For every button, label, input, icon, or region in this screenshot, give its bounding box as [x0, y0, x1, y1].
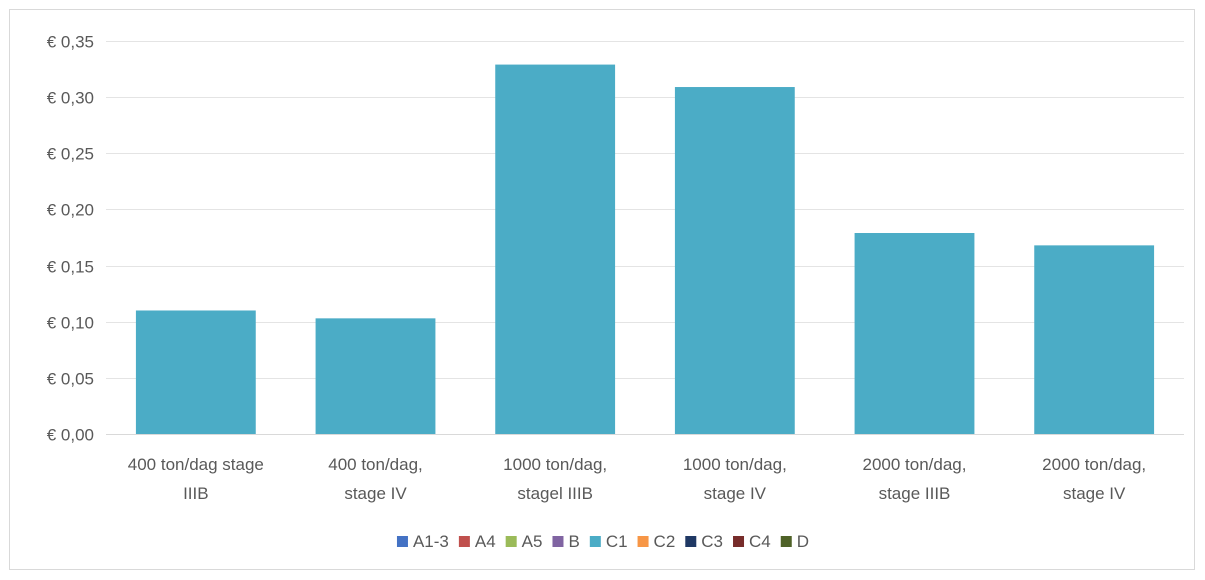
chart-frame: € 0,00 € 0,05 € 0,10 € 0,15 € 0,20 € 0,25 € 0,…	[9, 9, 1195, 570]
legend-swatch	[552, 536, 564, 547]
x-tick-label: stage IV	[344, 484, 407, 503]
bar-c1	[495, 64, 616, 434]
legend-label: C1	[606, 532, 628, 551]
legend-swatch	[637, 536, 649, 547]
y-tick-label: € 0,30	[47, 89, 94, 108]
legend-swatch	[589, 536, 601, 547]
legend-swatch	[780, 536, 792, 547]
x-tick-label: 1000 ton/dag,	[503, 455, 607, 474]
legend-label: B	[568, 532, 579, 551]
legend-label: C4	[749, 532, 771, 551]
x-tick-label: IIIB	[183, 484, 209, 503]
legend-swatch	[685, 536, 697, 547]
x-tick-label: 2000 ton/dag,	[863, 455, 967, 474]
legend-label: A1-3	[413, 532, 449, 551]
y-tick-label: € 0,05	[47, 370, 94, 389]
legend-swatch	[505, 536, 517, 547]
y-tick-label: € 0,15	[47, 258, 94, 277]
legend-swatch	[396, 536, 408, 547]
x-tick-label: stage IIIB	[879, 484, 951, 503]
y-tick-label: € 0,25	[47, 145, 94, 164]
x-tick-label: 1000 ton/dag,	[683, 455, 787, 474]
x-tick-label: stagel IIIB	[517, 484, 593, 503]
legend-label: C2	[654, 532, 676, 551]
legend-label: A4	[475, 532, 496, 551]
bar-c1	[315, 318, 436, 434]
legend-label: A5	[522, 532, 543, 551]
bar-c1	[135, 310, 256, 434]
y-tick-label: € 0,20	[47, 201, 94, 220]
legend-swatch	[733, 536, 745, 547]
x-tick-label: stage IV	[1063, 484, 1126, 503]
bar-c1	[854, 233, 975, 434]
legend-label: D	[797, 532, 809, 551]
x-tick-label: 2000 ton/dag,	[1042, 455, 1146, 474]
x-tick-label: stage IV	[704, 484, 767, 503]
legend-label: C3	[701, 532, 723, 551]
bar-chart: € 0,00 € 0,05 € 0,10 € 0,15 € 0,20 € 0,25 € 0,…	[47, 33, 1184, 551]
y-tick-label: € 0,35	[47, 33, 94, 52]
y-tick-label: € 0,00	[47, 426, 94, 445]
y-tick-label: € 0,10	[47, 314, 94, 333]
legend-swatch	[458, 536, 470, 547]
bar-c1	[1034, 245, 1155, 434]
bar-c1	[674, 87, 795, 434]
x-tick-label: 400 ton/dag,	[328, 455, 423, 474]
x-tick-label: 400 ton/dag stage	[128, 455, 264, 474]
